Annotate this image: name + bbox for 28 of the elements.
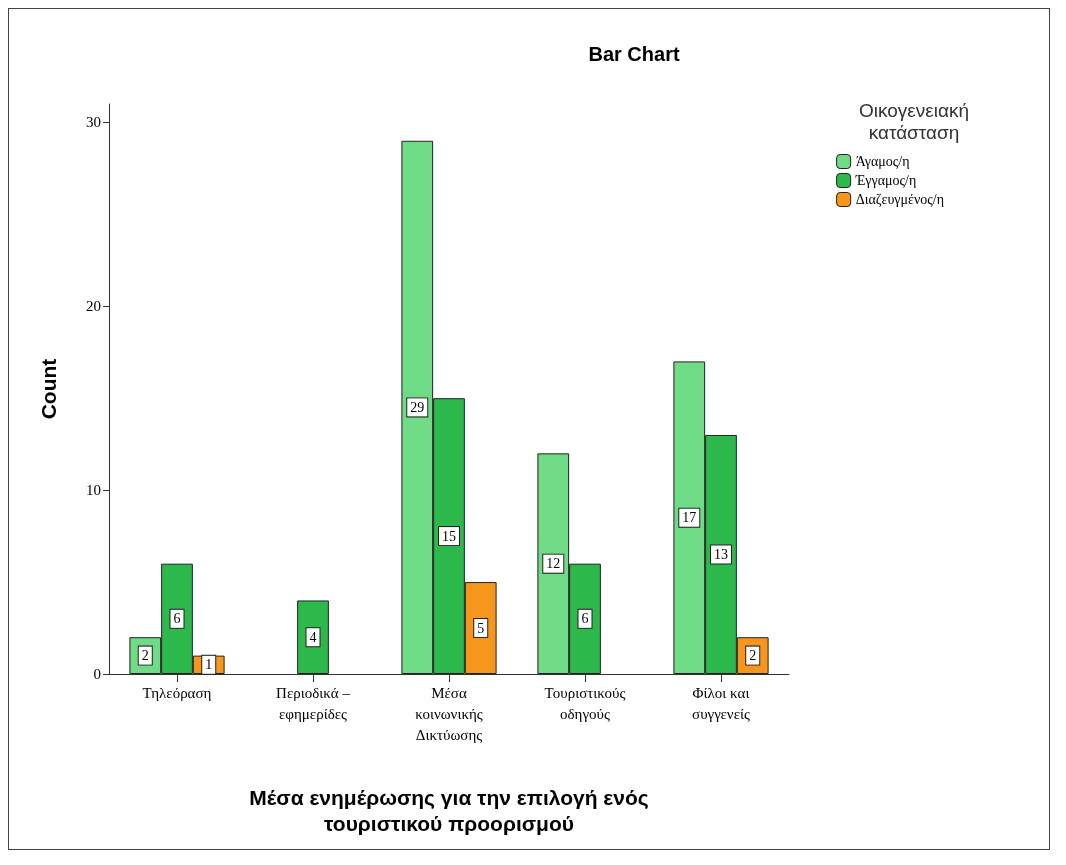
data-label: 6 — [581, 611, 589, 627]
y-axis-title: Count — [37, 358, 60, 420]
data-label: 2 — [749, 648, 757, 664]
x-tick-label: Τηλεόραση — [142, 684, 212, 701]
x-tick-label: Περιοδικά – εφημερίδες — [276, 684, 351, 722]
data-label: 15 — [442, 528, 456, 544]
legend-title: Οικογενειακή κατάσταση — [858, 99, 970, 143]
data-label: 12 — [546, 556, 561, 572]
y-tick-label: 30 — [86, 114, 101, 131]
data-label: 13 — [714, 546, 728, 562]
data-label: 17 — [682, 510, 697, 526]
data-label: 2 — [141, 648, 149, 664]
x-tick-label: Τουριστικούς οδηγούς — [544, 684, 626, 722]
legend-label: Διαζευγμένος/η — [855, 192, 945, 207]
x-tick-label: Μέσα κοινωνικής Δικτύωσης — [415, 684, 483, 743]
y-tick-label: 20 — [86, 298, 101, 315]
data-label: 4 — [309, 629, 317, 645]
data-label: 1 — [205, 657, 213, 673]
legend-label: Άγαμος/η — [855, 154, 910, 169]
legend-label: Έγγαμος/η — [854, 173, 917, 188]
x-axis-title: Μέσα ενημέρωσης για την επιλογή ενός τουριστικού προορισμού — [249, 785, 649, 835]
data-label: 6 — [173, 611, 181, 627]
y-tick-label: 10 — [86, 482, 101, 499]
data-label: 29 — [410, 399, 425, 415]
y-tick-label: 0 — [93, 666, 101, 682]
x-tick-label: Φίλοι και συγγενείς — [692, 684, 750, 722]
data-label: 5 — [477, 620, 485, 636]
chart-title: Bar Chart — [588, 43, 680, 65]
